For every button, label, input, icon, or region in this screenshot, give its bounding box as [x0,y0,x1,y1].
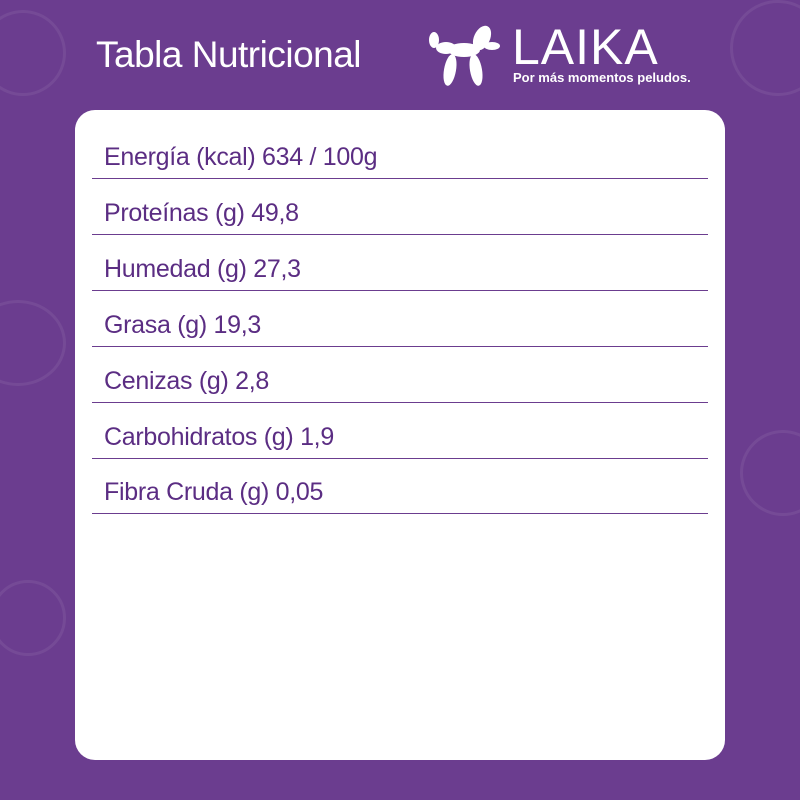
brand-logo-text: LAIKA [512,19,659,75]
balloon-dog-icon [429,25,500,86]
page-title: Tabla Nutricional [96,34,362,75]
nutrition-row-label: Carbohidratos (g) 1,9 [104,423,334,451]
background-pattern [0,10,66,96]
brand-tagline: Por más momentos peludos. [513,70,691,85]
nutrition-row-label: Proteínas (g) 49,8 [104,199,299,227]
nutrition-row: Fibra Cruda (g) 0,05 [92,457,708,514]
nutrition-row: Humedad (g) 27,3 [92,234,708,291]
nutrition-row: Grasa (g) 19,3 [92,290,708,347]
background-pattern [730,0,800,96]
background-pattern [0,300,66,386]
nutrition-row-label: Humedad (g) 27,3 [104,255,301,283]
nutrition-row-label: Grasa (g) 19,3 [104,311,261,339]
nutrition-row: Cenizas (g) 2,8 [92,346,708,403]
nutrition-row: Proteínas (g) 49,8 [92,178,708,235]
background-pattern [740,430,800,516]
nutrition-row: Energía (kcal) 634 / 100g [92,122,708,179]
nutrition-row-label: Fibra Cruda (g) 0,05 [104,478,324,506]
background-pattern [0,580,66,656]
nutrition-row-label: Cenizas (g) 2,8 [104,367,270,395]
nutrition-row: Carbohidratos (g) 1,9 [92,402,708,459]
nutrition-row-label: Energía (kcal) 634 / 100g [104,143,378,171]
nutrition-table: Energía (kcal) 634 / 100g Proteínas (g) … [75,110,725,760]
